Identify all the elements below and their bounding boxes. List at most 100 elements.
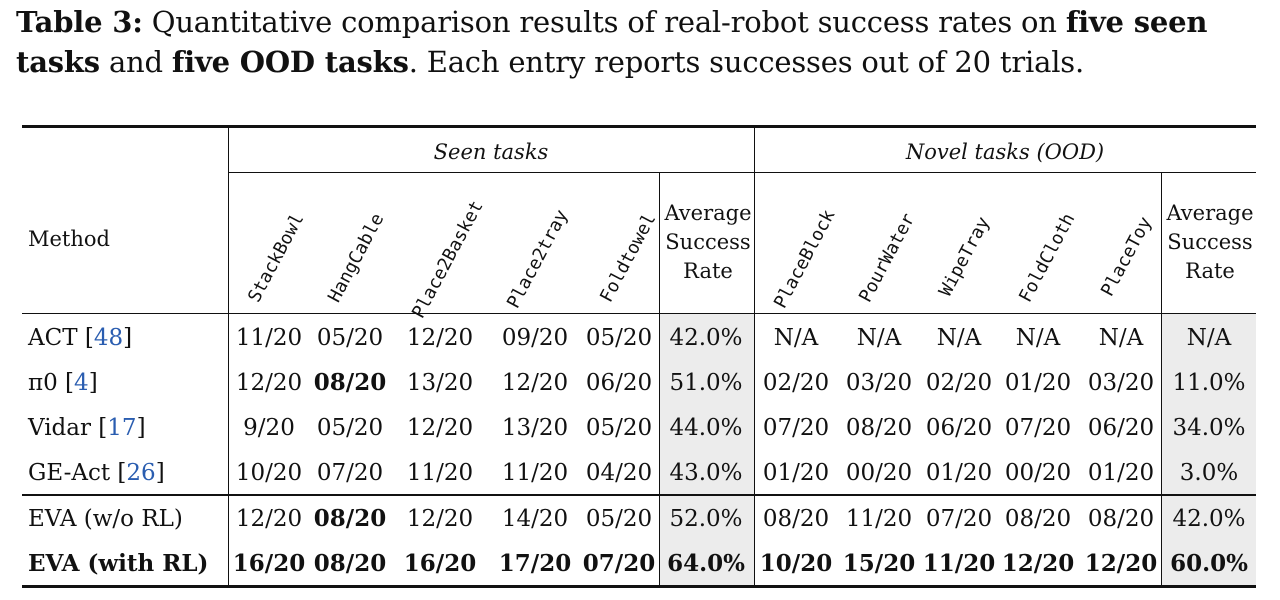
task-header-wipetray: WipeTray	[935, 213, 995, 300]
table-cell: 12/20	[1084, 550, 1158, 577]
table-cell: 13/20	[501, 415, 569, 441]
table-cell: 13/20	[406, 370, 474, 396]
table-cell: 01/20	[925, 460, 993, 486]
table-cell: 08/20	[1087, 506, 1155, 532]
table-cell: 11/20	[845, 506, 913, 532]
table-cell: 06/20	[585, 370, 653, 396]
task-header-foldtowel: Foldtowel	[596, 209, 661, 306]
table-cell: 44.0%	[669, 415, 743, 441]
method-name: EVA (w/o RL)	[28, 506, 183, 532]
table-cell: 07/20	[762, 415, 830, 441]
table-cell: 12/20	[235, 506, 303, 532]
table-cell: 9/20	[243, 415, 295, 441]
method-cell: ACT [48]	[28, 325, 133, 351]
table-cell: 05/20	[585, 506, 653, 532]
table-cell: 3.0%	[1179, 460, 1239, 486]
task-header-place2tray: Place2tray	[503, 206, 573, 312]
caption-text-3: . Each entry reports successes out of 20…	[408, 45, 1084, 79]
citation-link[interactable]: 17	[107, 415, 137, 441]
table-cell: 60.0%	[1170, 550, 1248, 577]
seen-group-header: Seen tasks	[433, 140, 549, 164]
caption-bold-2: five OOD tasks	[171, 45, 409, 79]
method-cell: Vidar [17]	[28, 415, 146, 441]
task-header-pourwater: PourWater	[855, 209, 920, 306]
table-cell: 12/20	[1001, 550, 1075, 577]
table-cell: 01/20	[1087, 460, 1155, 486]
table-cell: 00/20	[845, 460, 913, 486]
table-cell: 52.0%	[669, 506, 743, 532]
table-cell: 14/20	[501, 506, 569, 532]
method-cell: EVA (w/o RL)	[28, 505, 183, 533]
table-cell: 09/20	[501, 325, 569, 351]
method-divider	[228, 127, 229, 586]
caption-text-1: Quantitative comparison results of real-…	[142, 5, 1066, 39]
method-header: Method	[28, 227, 110, 251]
table-cell: 04/20	[585, 460, 653, 486]
seen-avg-header-line-2: Success	[665, 230, 751, 254]
bottom-rule	[22, 585, 1256, 588]
citation-link[interactable]: 4	[74, 370, 89, 396]
table-cell: 42.0%	[669, 325, 743, 351]
novel-avg-header-line-1: Average	[1166, 201, 1254, 225]
task-header-hangcable: HangCable	[324, 209, 389, 306]
table-cell: 05/20	[585, 415, 653, 441]
table-cell: 43.0%	[669, 460, 743, 486]
novel-avg-shade	[1162, 314, 1256, 585]
table-cell: 12/20	[406, 325, 474, 351]
novel-avg-divider	[1161, 173, 1162, 586]
table-cell: N/A	[773, 325, 819, 351]
header-rule	[22, 313, 1256, 314]
table-cell: 07/20	[925, 506, 993, 532]
table-cell: 06/20	[925, 415, 993, 441]
seen-avg-header-line-1: Average	[664, 201, 752, 225]
task-header-stackbowl: StackBowl	[244, 209, 309, 306]
caption-bold-1: five seen tasks	[16, 5, 1208, 79]
task-header-foldcloth: FoldCloth	[1015, 209, 1080, 306]
citation-link[interactable]: 26	[126, 460, 156, 486]
table-cell: 11/20	[922, 550, 996, 577]
table-cell: 11/20	[406, 460, 474, 486]
group-rule	[228, 172, 1256, 173]
table-cell: 64.0%	[667, 550, 745, 577]
citation-link[interactable]: 48	[93, 325, 124, 351]
method-name: EVA (with RL)	[28, 550, 209, 577]
table-cell: 11/20	[501, 460, 569, 486]
table-cell: 34.0%	[1172, 415, 1246, 441]
table-cell: 07/20	[1004, 415, 1072, 441]
table-cell: 42.0%	[1172, 506, 1246, 532]
table-cell: 10/20	[235, 460, 303, 486]
table-cell: 05/20	[316, 325, 384, 351]
novel-group-header: Novel tasks (OOD)	[905, 140, 1105, 164]
table-cell: 08/20	[313, 369, 387, 396]
table-cell: 51.0%	[669, 370, 743, 396]
table-cell: 02/20	[925, 370, 993, 396]
seen-avg-header-line-3: Rate	[683, 259, 733, 283]
method-name: π0	[28, 370, 58, 396]
caption-text-2: and	[99, 45, 172, 79]
task-header-placetoy: PlaceToy	[1097, 213, 1157, 300]
caption-label: Table 3:	[16, 5, 143, 39]
table-cell: N/A	[1098, 325, 1144, 351]
table-cell: N/A	[1186, 325, 1232, 351]
task-header-place2basket: Place2Basket	[408, 197, 488, 322]
group-divider	[754, 127, 755, 586]
table-cell: 16/20	[232, 550, 306, 577]
table-cell: 07/20	[316, 460, 384, 486]
table-cell: 10/20	[759, 550, 833, 577]
table-cell: 12/20	[501, 370, 569, 396]
table-cell: 08/20	[1004, 506, 1072, 532]
table-cell: 06/20	[1087, 415, 1155, 441]
seen-avg-shade	[660, 314, 754, 585]
table-cell: N/A	[856, 325, 902, 351]
table-cell: 16/20	[403, 550, 477, 577]
table-cell: 12/20	[406, 506, 474, 532]
table-cell: 05/20	[316, 415, 384, 441]
table-cell: 12/20	[235, 370, 303, 396]
method-cell: π0 [4]	[28, 370, 98, 396]
table-cell: 00/20	[1004, 460, 1072, 486]
table-cell: 01/20	[1004, 370, 1072, 396]
mid-rule	[22, 494, 1256, 496]
table-cell: 03/20	[1087, 370, 1155, 396]
table-cell: 05/20	[585, 325, 653, 351]
seen-avg-header: Average Success Rate	[660, 199, 756, 286]
